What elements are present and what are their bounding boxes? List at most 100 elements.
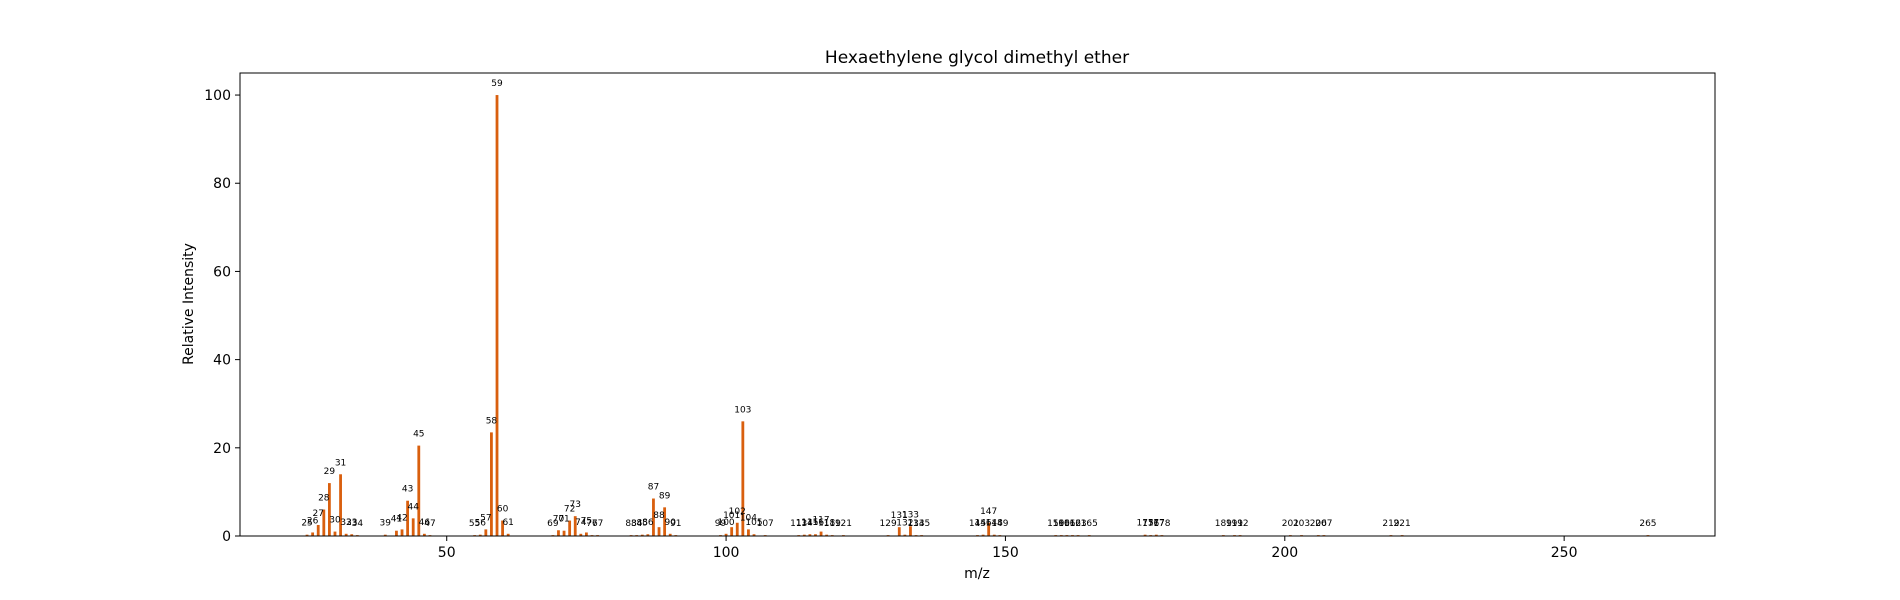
peak-label-mz-118: 118 [818, 519, 835, 529]
peak-label-mz-129: 129 [880, 519, 897, 529]
peak-label-mz-58: 58 [486, 416, 498, 426]
bar-mz-60 [501, 520, 504, 536]
bar-mz-30 [333, 531, 337, 536]
peak-label-mz-33: 33 [346, 518, 357, 528]
peak-label-mz-73: 73 [570, 500, 581, 510]
peak-label-mz-39: 39 [380, 519, 392, 529]
peak-label-mz-207: 207 [1315, 519, 1332, 529]
peak-label-mz-103: 103 [734, 405, 751, 415]
peak-label-mz-149: 149 [991, 519, 1008, 529]
y-tick-label-80: 80 [213, 176, 231, 192]
bar-mz-117 [819, 531, 823, 536]
peak-label-mz-30: 30 [329, 516, 341, 526]
peak-label-mz-117: 117 [812, 516, 829, 526]
bar-mz-32 [344, 533, 348, 536]
peak-label-mz-159: 159 [1047, 519, 1064, 529]
chart-title: Hexaethylene glycol dimethyl ether [825, 48, 1129, 68]
bar-mz-44 [411, 518, 415, 536]
peak-label-mz-132: 132 [896, 519, 913, 529]
bar-mz-133 [909, 526, 912, 536]
bar-mz-28 [322, 509, 326, 536]
bar-mz-116 [814, 534, 817, 536]
peak-label-mz-134: 134 [907, 519, 924, 529]
peak-label-mz-29: 29 [324, 467, 336, 477]
bar-mz-147 [987, 522, 991, 536]
peak-label-mz-116: 116 [807, 518, 824, 528]
bar-mz-25 [305, 534, 309, 536]
peak-label-mz-44: 44 [407, 502, 419, 512]
peak-label-mz-75: 75 [581, 516, 592, 526]
peak-label-mz-265: 265 [1639, 519, 1656, 529]
peak-label-mz-90: 90 [664, 518, 676, 528]
peak-label-mz-27: 27 [312, 509, 323, 519]
bar-mz-86 [646, 534, 650, 536]
peak-label-mz-83: 83 [625, 519, 636, 529]
peak-label-mz-100: 100 [717, 518, 734, 528]
peak-label-mz-119: 119 [824, 519, 841, 529]
x-axis-ticks: 50 100 150 200 250 [438, 536, 1578, 561]
bar-mz-101 [730, 527, 734, 536]
peak-label-mz-25: 25 [301, 519, 312, 529]
peak-label-mz-89: 89 [659, 491, 671, 501]
peak-label-mz-99: 99 [715, 519, 727, 529]
peak-label-mz-221: 221 [1394, 519, 1411, 529]
bar-mz-131 [897, 527, 901, 536]
bar-mz-46 [422, 533, 426, 536]
peak-label-mz-145: 145 [969, 519, 986, 529]
bar-mz-31 [339, 474, 342, 536]
peak-label-mz-192: 192 [1231, 519, 1248, 529]
bar-mz-100 [724, 533, 728, 536]
peak-label-mz-59: 59 [491, 79, 503, 89]
peak-label-mz-147: 147 [980, 507, 997, 517]
bar-mz-132 [903, 534, 907, 536]
peak-label-mz-32: 32 [340, 518, 351, 528]
peak-label-mz-45: 45 [413, 430, 424, 440]
peak-label-mz-206: 206 [1310, 519, 1327, 529]
bar-mz-114 [802, 534, 806, 536]
peak-label-mz-189: 189 [1215, 519, 1232, 529]
peak-label-mz-101: 101 [723, 511, 740, 521]
bar-mz-59 [495, 95, 499, 537]
peak-label-mz-69: 69 [547, 519, 559, 529]
peak-label-mz-70: 70 [553, 514, 565, 524]
bar-mz-75 [585, 532, 588, 536]
y-tick-label-20: 20 [213, 441, 231, 457]
peak-label-mz-60: 60 [497, 505, 509, 515]
bar-mz-105 [752, 534, 756, 536]
bar-mz-88 [657, 527, 661, 536]
bar-mz-148 [992, 534, 996, 536]
bar-mz-42 [400, 529, 404, 536]
bar-mz-26 [311, 532, 315, 536]
peak-label-mz-26: 26 [307, 516, 319, 526]
peak-label-mz-46: 46 [419, 518, 431, 528]
peak-label-mz-76: 76 [586, 519, 598, 529]
bar-mz-56 [478, 534, 482, 536]
peak-label-mz-107: 107 [757, 519, 774, 529]
bar-mz-87 [652, 498, 655, 536]
peak-label-mz-148: 148 [986, 519, 1003, 529]
peak-label-mz-56: 56 [475, 519, 487, 529]
peak-label-mz-160: 160 [1053, 519, 1070, 529]
peak-label-mz-28: 28 [318, 494, 330, 504]
peak-label-mz-87: 87 [648, 483, 659, 493]
bar-mz-85 [640, 534, 644, 536]
peak-label-mz-74: 74 [575, 518, 587, 528]
bar-mz-89 [663, 507, 667, 536]
bar-mz-33 [350, 534, 354, 536]
x-tick-label-150: 150 [992, 545, 1019, 561]
peak-label-mz-72: 72 [564, 505, 575, 515]
bar-mz-70 [557, 530, 560, 536]
peak-label-mz-219: 219 [1382, 519, 1399, 529]
peak-label-mz-115: 115 [801, 518, 818, 528]
bar-mz-175 [1143, 534, 1147, 536]
peak-label-mz-91: 91 [670, 519, 681, 529]
peak-label-mz-133: 133 [902, 510, 919, 520]
peak-label-mz-203: 203 [1293, 519, 1310, 529]
bar-mz-103 [741, 421, 745, 536]
peak-label-mz-105: 105 [745, 518, 762, 528]
peak-label-mz-163: 163 [1069, 519, 1086, 529]
peak-label-mz-42: 42 [396, 513, 407, 523]
y-tick-label-100: 100 [204, 88, 231, 104]
